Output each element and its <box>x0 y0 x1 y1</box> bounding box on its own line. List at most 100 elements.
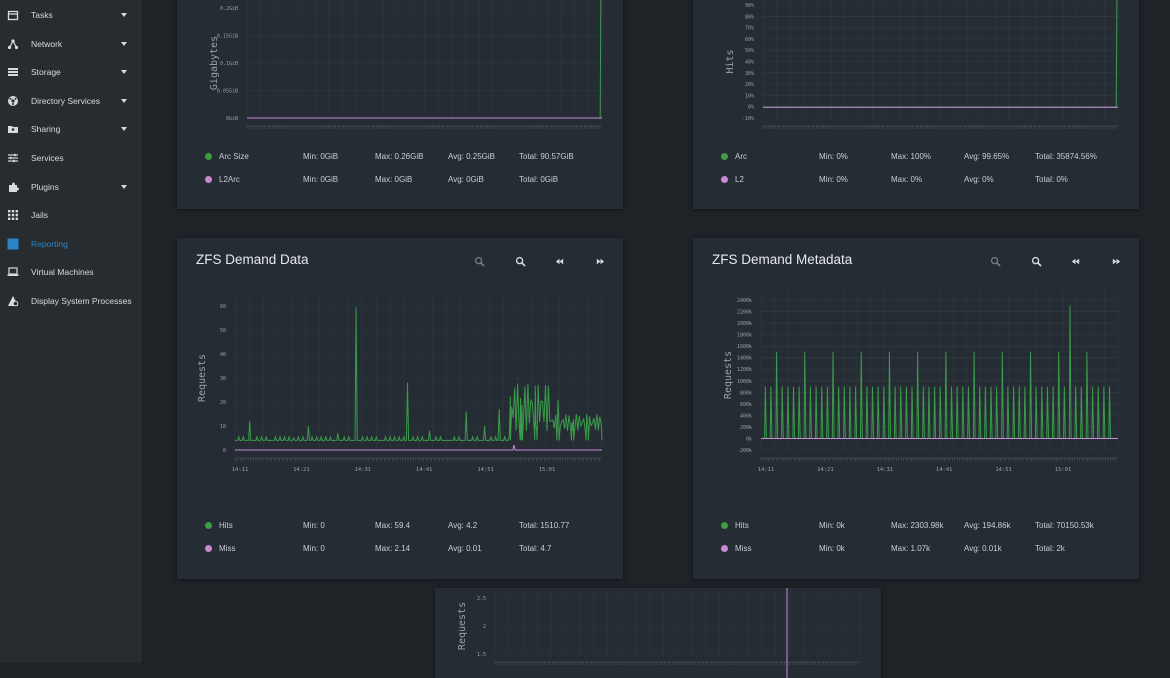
zoom-out-icon <box>990 256 1001 267</box>
y-tick-label: 0% <box>748 105 754 111</box>
chart-plot[interactable]: -200k 0k 200k 400k 600k 800k 1000k 1200k 1400k 16… <box>693 288 1139 493</box>
sliders-icon <box>7 152 19 164</box>
fast-forward-button[interactable] <box>1110 255 1122 267</box>
legend-row[interactable]: Arc Min: 0% Max: 100% Avg: 99.65% Total: 358… <box>693 150 1139 164</box>
rewind-button[interactable] <box>1069 255 1081 267</box>
y-tick-label: 200k <box>740 425 752 431</box>
legend-max: Max: 0GiB <box>375 175 413 184</box>
legend-total: Total: 4.7 <box>519 544 552 553</box>
legend-max: Max: 0.26GiB <box>375 152 424 161</box>
chevron-down-icon <box>121 98 127 103</box>
sidebar-item-tasks[interactable]: Tasks <box>0 1 142 29</box>
grid-icon <box>7 209 19 221</box>
legend-row[interactable]: Arc Size Min: 0GiB Max: 0.26GiB Avg: 0.25Gi… <box>177 150 623 164</box>
card-title: ZFS Demand Metadata <box>712 252 853 267</box>
chart-plot[interactable]: -10% 0% 10% 20% 30% 40% 50% 60% 70% 80% 90% Hits <box>693 0 1139 140</box>
sidebar-item-label: Services <box>31 153 64 163</box>
gear-processes-icon <box>7 295 19 307</box>
legend-dot-icon <box>721 545 728 552</box>
chevron-down-icon <box>121 70 127 75</box>
legend-total: Total: 70150.53k <box>1035 521 1094 530</box>
x-tick-label: 14:51 <box>995 467 1012 473</box>
legend-max: Max: 59.4 <box>375 521 411 530</box>
sidebar-item-jails[interactable]: Jails <box>0 201 142 229</box>
sidebar: Tasks Network Storage Directory Services Sha… <box>0 0 143 663</box>
chart-plot[interactable]: 0 10 20 30 40 50 60 Requests 14:11 14:21 14:31 14:4… <box>177 288 623 493</box>
sidebar-item-network[interactable]: Network <box>0 30 142 58</box>
zoom-in-button[interactable] <box>514 255 526 267</box>
chevron-down-icon <box>121 127 127 132</box>
zoom-in-button[interactable] <box>1030 255 1042 267</box>
zfs-demand-data-card: ZFS Demand Data 0 10 20 30 40 50 60 Requests 14:1… <box>177 238 623 579</box>
arc-hit-ratio-card: -10% 0% 10% 20% 30% 40% 50% 60% 70% 80% 90% Hits Arc… <box>693 0 1139 209</box>
x-tick-label: 14:31 <box>877 467 894 473</box>
y-tick-label: 20% <box>745 82 754 88</box>
legend-min: Min: 0k <box>819 521 845 530</box>
zoom-out-button[interactable] <box>473 255 485 267</box>
y-tick-label: 50% <box>745 48 754 54</box>
legend-name: Miss <box>219 544 236 553</box>
legend-row[interactable]: Hits Min: 0 Max: 59.4 Avg: 4.2 Total: 1510.7… <box>177 519 623 533</box>
legend-row[interactable]: L2Arc Min: 0GiB Max: 0GiB Avg: 0GiB Total: 0… <box>177 173 623 187</box>
legend-total: Total: 90.57GiB <box>519 152 574 161</box>
zoom-in-icon <box>515 256 526 267</box>
zoom-out-icon <box>474 256 485 267</box>
legend-dot-icon <box>205 545 212 552</box>
zfs-demand-metadata-card: ZFS Demand Metadata -200k 0k 200k 400k 600k 80… <box>693 238 1139 579</box>
legend-max: Max: 2303.98k <box>891 521 944 530</box>
fast-forward-button[interactable] <box>594 255 606 267</box>
sidebar-item-display-system-processes[interactable]: Display System Processes <box>0 287 142 315</box>
sidebar-item-storage[interactable]: Storage <box>0 58 142 86</box>
legend-row[interactable]: Miss Min: 0k Max: 1.07k Avg: 0.01k Total: 2k <box>693 542 1139 556</box>
chart-plot[interactable]: 0GiB 0.05GiB 0.1GiB 0.15GiB 0.2GiB Gigabytes <box>177 0 623 140</box>
legend-row[interactable]: Miss Min: 0 Max: 2.14 Avg: 0.01 Total: 4.7 <box>177 542 623 556</box>
legend-max: Max: 2.14 <box>375 544 411 553</box>
legend-row[interactable]: Hits Min: 0k Max: 2303.98k Avg: 194.86k Tota… <box>693 519 1139 533</box>
y-tick-label: 2400k <box>737 298 752 304</box>
y-tick-label: 30% <box>745 71 754 77</box>
legend-total: Total: 1510.77 <box>519 521 570 530</box>
y-tick-label: -200k <box>737 448 752 454</box>
legend-row[interactable]: L2 Min: 0% Max: 0% Avg: 0% Total: 0% <box>693 173 1139 187</box>
legend-dot-icon <box>721 153 728 160</box>
sidebar-item-services[interactable]: Services <box>0 144 142 172</box>
x-tick-label: 14:41 <box>416 467 433 473</box>
rewind-icon <box>555 258 563 264</box>
x-tick-label: 14:11 <box>232 467 249 473</box>
legend-min: Min: 0% <box>819 175 848 184</box>
sidebar-item-label: Plugins <box>31 181 59 192</box>
legend-avg: Avg: 0GiB <box>448 175 484 184</box>
sidebar-item-directory-services[interactable]: Directory Services <box>0 87 142 115</box>
y-axis-label: Requests <box>197 354 208 402</box>
fast-forward-icon <box>1112 258 1120 264</box>
series-line-hits <box>235 307 603 441</box>
y-tick-label: 2.5 <box>477 596 486 602</box>
y-axis-label: Requests <box>723 351 734 399</box>
legend-dot-icon <box>721 176 728 183</box>
y-tick-label: 60% <box>745 37 754 43</box>
legend-max: Max: 1.07k <box>891 544 931 553</box>
y-tick-label: 1400k <box>737 356 752 362</box>
legend-name: Arc Size <box>219 152 249 161</box>
legend-min: Min: 0 <box>303 544 325 553</box>
legend-min: Min: 0GiB <box>303 175 339 184</box>
laptop-icon <box>7 266 19 278</box>
partial-chart-card: 1.5 2 2.5 Requests <box>435 588 881 678</box>
y-tick-label: 1200k <box>737 367 752 373</box>
sidebar-item-virtual-machines[interactable]: Virtual Machines <box>0 258 142 286</box>
x-tick-label: 14:41 <box>936 467 953 473</box>
sidebar-item-sharing[interactable]: Sharing <box>0 115 142 143</box>
y-tick-label: 1000k <box>737 379 752 385</box>
sidebar-item-reporting[interactable]: Reporting <box>0 230 142 258</box>
puzzle-icon <box>7 181 19 193</box>
calendar-icon <box>7 9 19 21</box>
fast-forward-icon <box>596 258 604 264</box>
sidebar-item-plugins[interactable]: Plugins <box>0 173 142 201</box>
chart-plot[interactable]: 1.5 2 2.5 Requests <box>435 588 881 678</box>
zoom-out-button[interactable] <box>989 255 1001 267</box>
rewind-button[interactable] <box>553 255 565 267</box>
legend-dot-icon <box>205 153 212 160</box>
y-tick-label: 1.5 <box>477 652 486 658</box>
sidebar-item-label: Jails <box>31 210 49 221</box>
y-tick-label: 20 <box>220 400 226 406</box>
